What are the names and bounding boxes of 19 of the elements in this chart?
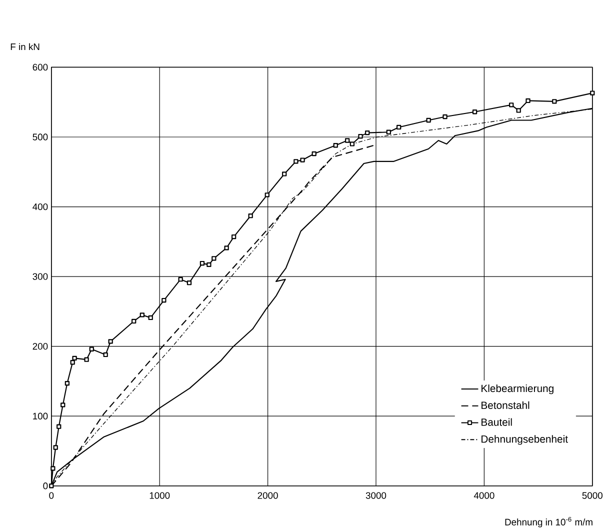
y-tick-label: 400 xyxy=(32,203,48,210)
y-tick-label: 100 xyxy=(33,412,48,420)
y-tick-label: 300 xyxy=(32,273,48,280)
x-tick-label: 1000 xyxy=(150,492,170,499)
x-tick-label: 5000 xyxy=(582,492,602,499)
legend-label: Dehnungsebenheit xyxy=(482,435,568,445)
y-tick-label: 200 xyxy=(32,342,48,350)
y-tick-label: 500 xyxy=(32,134,48,140)
x-tick-label: 2000 xyxy=(258,492,278,499)
legend-label: Klebearmierung xyxy=(482,384,554,394)
y-tick-label: 600 xyxy=(32,64,48,71)
x-tick-label: 3000 xyxy=(366,492,386,499)
x-axis-title: Dehnung in 10$^{-6}$ m/m xyxy=(505,516,592,528)
legend-label: Betonstahl xyxy=(482,401,530,409)
y-axis-title: F in kN xyxy=(10,43,40,50)
y-tick-label: 0 xyxy=(43,482,48,490)
x-tick-label: 4000 xyxy=(474,492,494,499)
legend-label: Bauteil xyxy=(482,418,512,426)
x-tick-label: 0 xyxy=(49,492,54,499)
